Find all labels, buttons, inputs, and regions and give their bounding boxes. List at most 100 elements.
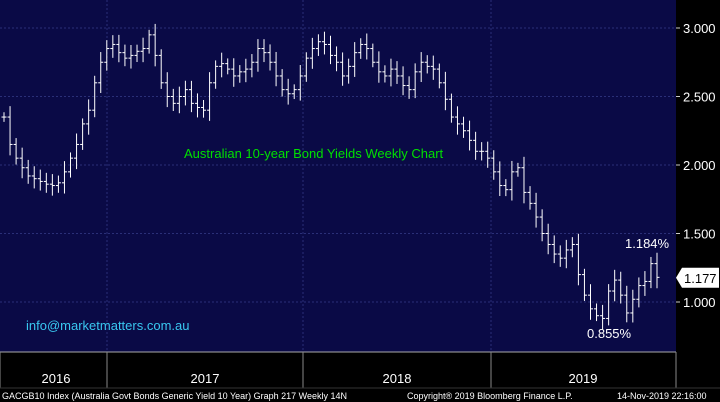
price-bar [309,37,315,69]
price-bar [146,29,152,54]
price-bar [98,52,104,94]
chart-title: Australian 10-year Bond Yields Weekly Ch… [184,146,444,161]
price-bar [467,120,473,151]
price-bar [594,303,600,322]
price-bar [321,31,327,55]
price-bar [237,65,243,83]
price-bar [194,93,200,118]
price-bar [606,284,612,326]
footer-left: GACGB10 Index (Australia Govt Bonds Gene… [2,391,347,401]
price-bar [303,52,309,82]
annotations: 1.184% 0.855% [587,236,670,341]
price-bar [122,44,128,67]
price-bar [600,304,606,330]
price-bar [291,84,297,100]
price-bar [430,55,436,80]
price-bar [479,142,485,161]
price-bar [315,34,321,56]
price-bar [201,99,207,118]
price-bar [61,161,67,194]
price-bar [642,271,648,296]
price-bar [92,75,98,118]
price-bar [442,71,448,111]
y-tick-label: 3.000 [683,21,716,36]
price-bar [207,72,213,121]
price-bar [551,235,557,264]
price-bar [527,186,533,210]
x-tick-label: 2018 [383,371,412,386]
price-bar [31,166,37,189]
annotation-label: 0.855% [587,326,632,341]
price-bar [436,63,442,89]
price-bar [55,175,61,193]
price-bar [213,60,219,89]
price-bar [25,159,31,184]
x-tick-label: 2019 [569,371,598,386]
y-tick-label: 1.000 [683,295,716,310]
price-bar [533,192,539,228]
y-axis-ticks: 1.000 1.500 2.000 2.500 3.000 [676,21,716,310]
price-bar [273,51,279,87]
price-bar [134,44,140,63]
price-bar [37,169,43,191]
price-bar [7,106,13,156]
x-axis-band [0,352,676,388]
price-bar [382,65,388,83]
plot-background [0,0,676,352]
price-bar [43,172,49,193]
y-tick-label: 2.000 [683,158,716,173]
price-bar [164,72,170,108]
price-bar [19,147,25,179]
price-bar [388,58,394,87]
grid [0,0,676,352]
price-bar [473,131,479,160]
price-bar [618,271,624,304]
price-bars [1,23,660,330]
last-value-marker: 1.177 [676,267,719,288]
price-bar [110,35,116,58]
price-bar [255,39,261,72]
price-bar [1,112,7,122]
price-bar [515,162,521,177]
price-bar [279,69,285,97]
price-bar [74,133,80,170]
x-axis: 2016 2017 2018 2019 [0,351,677,388]
price-bar [394,61,400,84]
price-bar [581,268,587,301]
price-bar [557,245,563,267]
price-bar [346,58,352,84]
price-bar [376,51,382,83]
price-bar [461,116,467,138]
price-bar [261,39,267,63]
price-bar [624,285,630,323]
last-value-box [676,267,719,288]
price-bar [334,46,340,72]
price-bar [545,223,551,255]
price-bar [285,78,291,105]
y-tick-label: 2.500 [683,90,716,105]
price-bar [267,44,273,71]
price-bar [569,237,575,258]
price-bar [13,138,19,165]
price-bar [86,99,92,135]
price-bar [364,33,370,60]
price-bar [485,141,491,168]
price-bar [503,179,509,197]
price-bar [104,40,110,71]
price-bar [648,256,654,289]
price-bar [340,52,346,86]
price-bar [400,66,406,96]
price-bar [654,252,660,289]
price-bar [182,80,188,106]
price-bar [509,160,515,201]
price-bar [352,42,358,77]
x-tick-label: 2017 [191,371,220,386]
price-bar [176,86,182,114]
last-value-label: 1.177 [684,271,717,286]
price-bar [140,37,146,63]
x-tick-label: 2016 [42,371,71,386]
price-bar [370,43,376,68]
price-bar [539,209,545,242]
price-bar [563,239,569,269]
